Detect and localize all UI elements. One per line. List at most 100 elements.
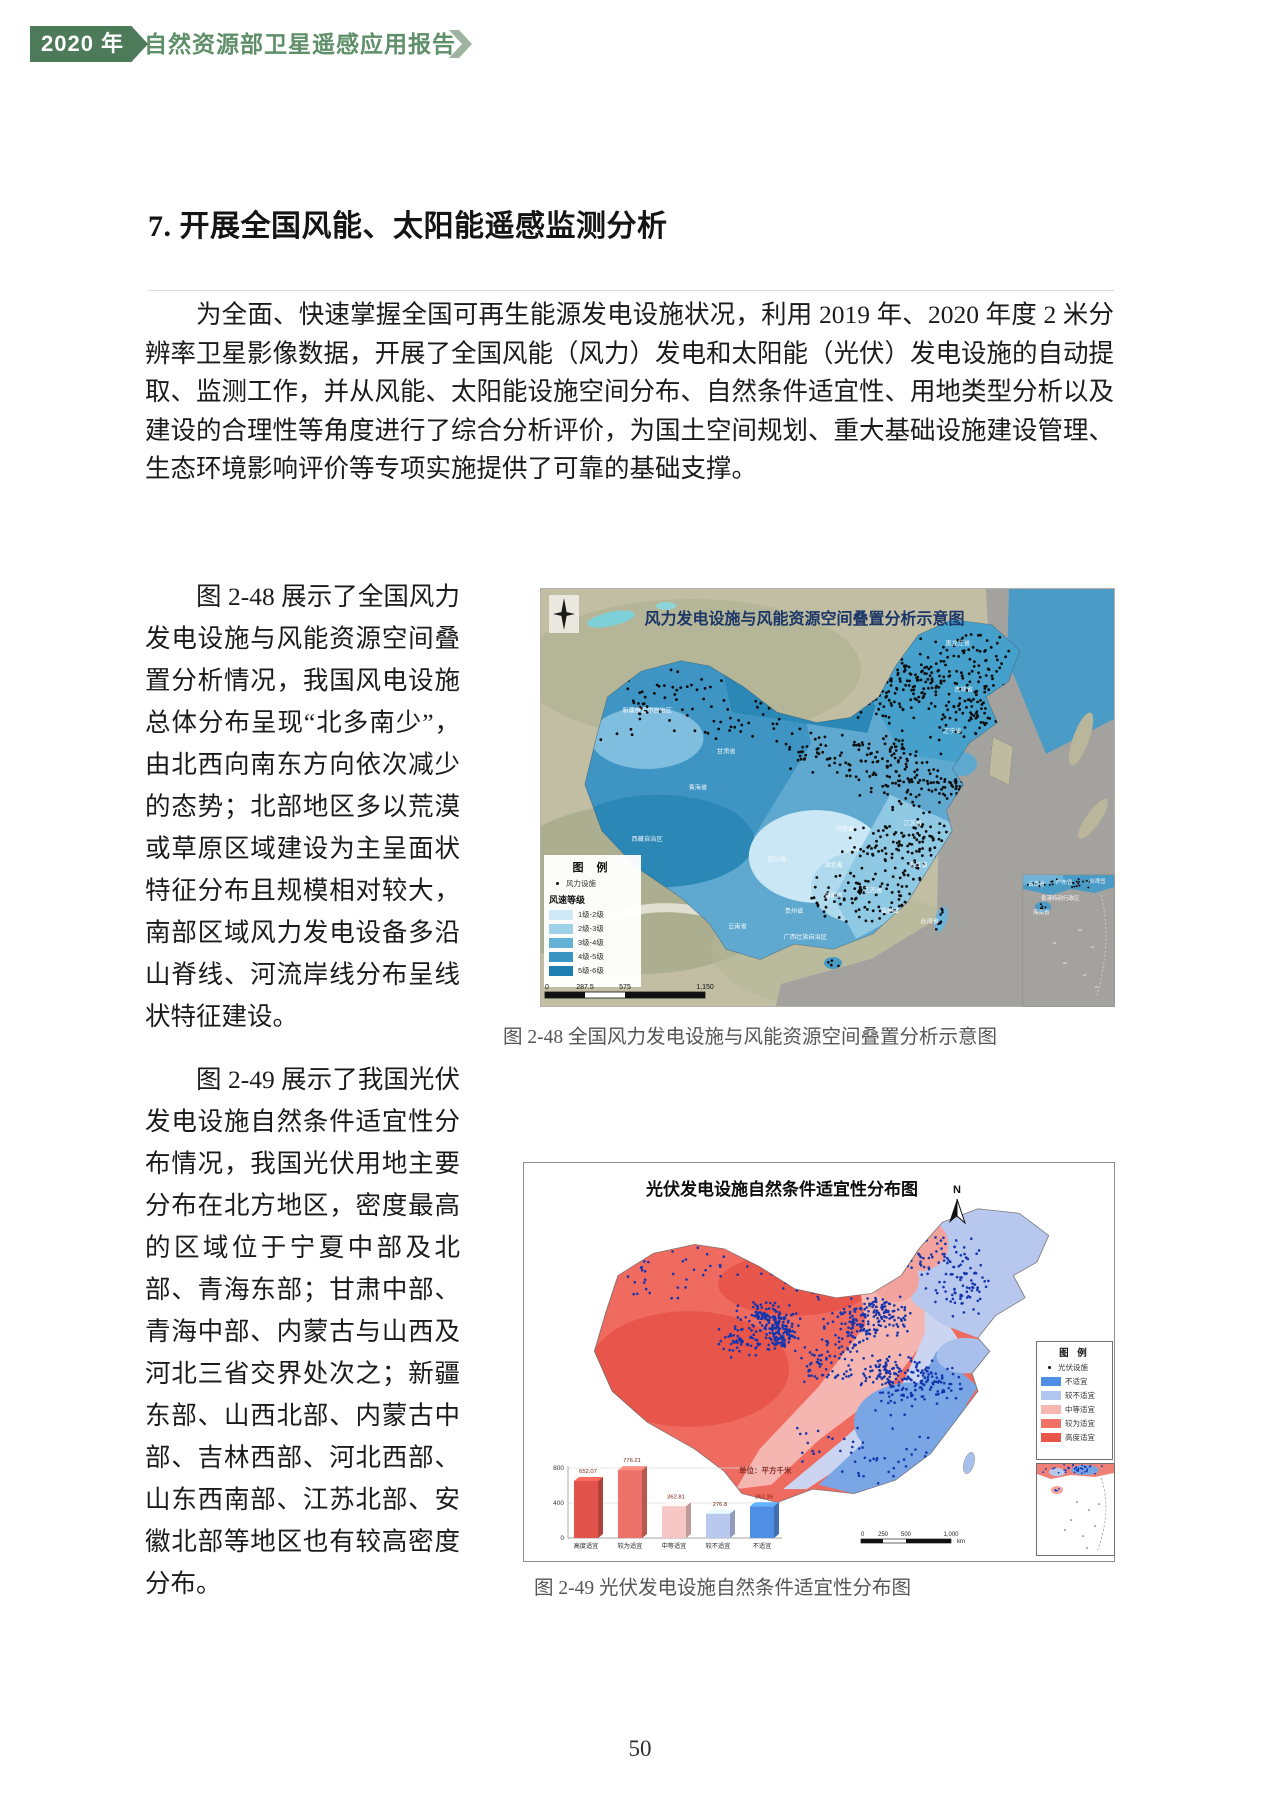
wind-facility-dots-island [827,907,944,968]
svg-text:0: 0 [861,1532,865,1538]
legend-title: 图 例 [1059,1348,1090,1359]
svg-text:云南省: 云南省 [1028,880,1045,888]
legend-row: 4级-5级 [549,951,636,962]
fig49-paragraph: 图 2-49 展示了我国光伏发电设施自然条件适宜性分布情况，我国光伏用地主要分布… [145,1065,460,1598]
svg-text:江苏省: 江苏省 [903,820,922,828]
report-header-title: 自然资源部卫星遥感应用报告 [144,31,456,57]
section-title: 7. 开展全国风能、太阳能遥感监测分析 [148,210,668,243]
legend-row: 高度适宜 [1041,1432,1108,1443]
svg-text:河南省: 河南省 [836,825,855,833]
legend-swatch [1041,1419,1061,1428]
svg-text:287.5: 287.5 [576,984,594,991]
legend-swatch [1041,1405,1061,1414]
svg-text:四川省: 四川省 [768,856,787,864]
wind-map-legend: 图 例 风力设施 风速等级 1级-2级 2级-3级 3级-4级 4级-5级 5级-6级 [544,855,641,987]
svg-text:台湾省: 台湾省 [920,918,939,926]
taiwan [963,1452,975,1474]
legend-row: 2级-3级 [549,923,636,934]
divider-line [148,290,1114,291]
svg-text:江西省: 江西省 [864,887,883,895]
svg-text:1,000: 1,000 [943,1532,959,1538]
legend-swatch [549,923,573,934]
legend-class-label: 5级-6级 [578,966,604,975]
svg-text:362.35: 362.35 [755,1494,773,1500]
lake [587,610,635,628]
svg-text:广西壮族自治区: 广西壮族自治区 [784,933,827,941]
solar-map-figure: N 0 400 800 652.07 高度适宜 776.21 较为适宜 362.81 中等适宜 2… [523,1162,1115,1562]
year-badge-label: 2020 年 [41,31,125,56]
svg-text:甘肃省: 甘肃省 [717,748,736,756]
svg-text:652.07: 652.07 [579,1469,597,1475]
legend-swatch [549,965,573,976]
svg-text:海南省: 海南省 [1033,908,1050,916]
wind-map-figure: 新疆维吾尔自治区 甘肃省 青海省 西藏自治区 四川省 云南省 贵州省 湖南省 江西省 广西壮族自治… [540,588,1115,1007]
facility-dot-icon [556,882,559,885]
svg-text:776.21: 776.21 [623,1458,641,1464]
facility-label: 光伏设施 [1058,1363,1088,1372]
legend-class-label: 不适宜 [1065,1377,1088,1386]
legend-swatch [549,937,573,948]
facility-dot-icon [1048,1366,1051,1369]
svg-text:云南省: 云南省 [728,923,747,931]
svg-text:不适宜: 不适宜 [753,1542,772,1550]
svg-text:500: 500 [901,1532,912,1538]
sea-blue [1007,589,1114,754]
svg-text:0: 0 [560,1535,564,1542]
svg-text:贵州省: 贵州省 [785,907,804,915]
scale-bar: 0 287.5 575 1,150 [544,984,714,999]
legend-class-label: 2级-3级 [578,924,604,933]
svg-text:1,150: 1,150 [696,984,714,991]
svg-text:中等适宜: 中等适宜 [662,1542,687,1550]
solar-map-legend: 图 例 光伏设施 不适宜 较不适宜 中等适宜 较为适宜 高度适宜 [1036,1341,1113,1460]
inset-facility-dots [1026,878,1103,910]
svg-text:香港特别行政区: 香港特别行政区 [1041,894,1080,902]
svg-text:250: 250 [878,1532,889,1538]
svg-text:广东省: 广东省 [1056,878,1073,886]
legend-row: 3级-4级 [549,937,636,948]
svg-text:N: N [953,1184,961,1196]
fig49-caption: 图 2-49 光伏发电设施自然条件适宜性分布图 [534,1578,911,1599]
legend-group-label: 风速等级 [549,895,586,905]
svg-text:较不适宜: 较不适宜 [706,1542,731,1550]
legend-class-label: 较不适宜 [1065,1391,1095,1400]
svg-text:400: 400 [553,1500,564,1507]
china-outline [593,1208,1050,1503]
intro-paragraph: 为全面、快速掌握全国可再生能源发电设施状况，利用 2019 年、2020 年度 … [145,300,1115,484]
svg-text:575: 575 [619,984,631,991]
legend-class-label: 3级-4级 [578,938,604,947]
solar-map-title: 光伏发电设施自然条件适宜性分布图 [646,1180,918,1199]
legend-swatch [549,909,573,920]
suitability-bar-chart: 0 400 800 652.07 高度适宜 776.21 较为适宜 362.81 中等适宜 276… [553,1458,782,1550]
legend-row: 不适宜 [1041,1376,1108,1387]
legend-row: 较不适宜 [1041,1390,1108,1401]
svg-text:高度适宜: 高度适宜 [574,1542,599,1550]
taiwan [934,906,948,932]
legend-swatch [1041,1433,1061,1442]
svg-text:湖南省: 湖南省 [824,892,843,900]
svg-text:台湾省: 台湾省 [1089,877,1106,885]
legend-row: 中等适宜 [1041,1404,1108,1415]
north-arrow-icon: N [949,1184,967,1225]
hainan [824,957,842,969]
wind-map-canvas: 新疆维吾尔自治区甘肃省青海省西藏自治区四川省云南省贵州省湖南省江西省广西壮族自治… [541,589,1114,1006]
svg-text:276.8: 276.8 [713,1502,728,1508]
legend-class-label: 4级-5级 [578,952,604,961]
svg-text:新疆维吾尔自治区: 新疆维吾尔自治区 [622,706,672,714]
china-outline [584,619,1021,960]
pv-facility-dots [594,1228,990,1489]
fig48-caption: 图 2-48 全国风力发电设施与风能资源空间叠置分析示意图 [503,1027,997,1048]
legend-class-label: 1级-2级 [578,910,604,919]
facility-label: 风力设施 [566,879,596,888]
solar-map-canvas: N 0 400 800 652.07 高度适宜 776.21 较为适宜 362.81 中等适宜 2… [553,1184,1050,1550]
legend-row: 1级-2级 [549,909,636,920]
legend-class-label: 中等适宜 [1065,1405,1095,1414]
page-number: 50 [628,1736,652,1761]
svg-text:800: 800 [553,1465,564,1472]
chevron-right-icon [449,30,473,63]
svg-text:0: 0 [545,984,549,991]
legend-class-label: 高度适宜 [1065,1433,1095,1442]
